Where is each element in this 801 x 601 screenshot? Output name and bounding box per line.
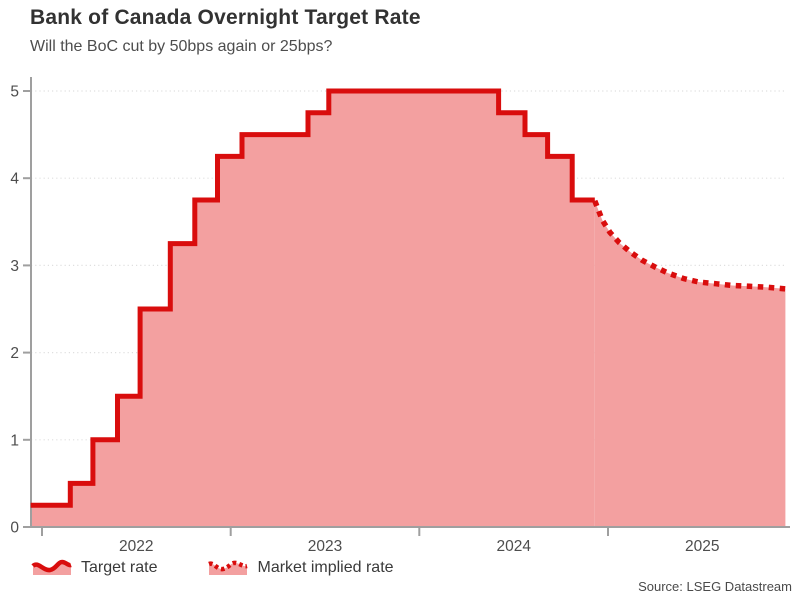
target-rate-legend-icon [31,559,72,575]
y-tick-label: 0 [10,520,19,537]
y-tick-label: 4 [10,171,19,188]
target-rate-line [30,88,595,508]
target-rate-area-fill [30,91,595,527]
y-tick-label: 2 [10,345,19,362]
x-tick-label: 2023 [308,538,342,555]
legend-item-market-implied-rate: Market implied rate [207,557,394,579]
x-tick-label: 2025 [685,538,719,555]
legend-item-target-rate: Target rate [31,557,157,579]
x-tick-label: 2024 [496,538,531,555]
market-implied-rate-legend-icon [208,560,249,575]
legend-label-market-implied-rate: Market implied rate [257,559,394,576]
y-tick-label: 5 [10,84,19,101]
y-tick-label: 3 [10,258,19,275]
x-tick-label: 2022 [119,538,153,555]
chart-legend: Target rate Market implied rate [31,557,394,579]
chart-subtitle: Will the BoC cut by 50bps again or 25bps… [30,38,333,55]
y-tick-label: 1 [10,432,19,449]
legend-label-target-rate: Target rate [81,559,158,576]
source-text: Source: LSEG Datastream [638,579,792,594]
chart-title: Bank of Canada Overnight Target Rate [30,6,421,29]
market-implied-area-fill [594,200,786,527]
